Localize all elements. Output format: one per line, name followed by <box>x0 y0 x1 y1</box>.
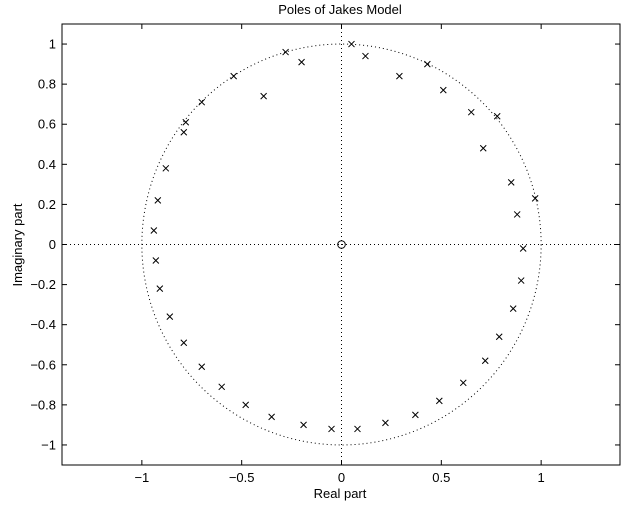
x-tick-label: 0 <box>338 470 345 485</box>
pole-marker <box>396 72 403 80</box>
pole-marker <box>242 401 250 409</box>
pole-marker <box>162 164 170 172</box>
pole-marker <box>182 118 190 126</box>
x-tick-label: 1 <box>538 470 545 485</box>
x-tick-label: 0.5 <box>432 470 450 485</box>
pole-marker <box>218 383 226 391</box>
y-tick-label: 0 <box>49 237 56 252</box>
y-tick-label: −0.6 <box>30 357 56 372</box>
y-tick-label: 0.8 <box>38 77 56 92</box>
pole-marker <box>156 285 164 292</box>
x-tick-label: −1 <box>134 470 149 485</box>
pole-marker <box>423 60 431 68</box>
pole-marker <box>180 339 188 347</box>
pole-marker <box>513 211 521 218</box>
guide-lines <box>62 24 621 465</box>
pole-marker <box>493 112 501 120</box>
axis-ticks: −1 −0.5 0 0.5 1 1 0.8 0.6 0.4 0.2 0 −0.2 −0.4 −0.6 −0.… <box>30 24 620 485</box>
zero-marker <box>337 240 346 249</box>
pole-marker <box>180 128 188 136</box>
pole-marker <box>198 98 206 106</box>
pole-marker <box>412 411 419 419</box>
pole-marker <box>531 195 539 202</box>
plot-markers <box>150 40 539 433</box>
pole-marker <box>519 245 527 252</box>
y-tick-label: −0.8 <box>30 397 56 412</box>
pole-marker <box>300 421 307 429</box>
y-tick-label: −0.4 <box>30 317 56 332</box>
y-tick-label: 0.2 <box>38 197 56 212</box>
y-axis-label: Imaginary part <box>10 203 25 286</box>
pole-marker <box>439 86 447 94</box>
pole-marker <box>459 379 467 387</box>
pole-marker <box>268 413 275 421</box>
pole-marker <box>298 58 305 66</box>
pole-marker <box>282 48 289 56</box>
pole-marker <box>166 313 174 321</box>
unit-circle <box>141 43 542 446</box>
pole-marker <box>354 425 361 433</box>
pole-marker <box>152 257 160 264</box>
pole-marker <box>362 52 369 60</box>
pole-marker <box>435 397 443 405</box>
x-axis-label: Real part <box>314 486 367 501</box>
y-tick-label: 0.4 <box>38 157 56 172</box>
y-tick-label: −0.2 <box>30 277 56 292</box>
pole-marker <box>495 333 503 341</box>
pole-marker <box>348 40 355 48</box>
chart-title: Poles of Jakes Model <box>278 2 402 17</box>
pole-marker <box>479 144 487 152</box>
pole-marker <box>481 357 489 365</box>
y-tick-label: −1 <box>41 437 56 452</box>
pole-marker <box>467 108 475 116</box>
pole-marker <box>328 425 335 433</box>
x-tick-label: −0.5 <box>229 470 255 485</box>
pole-marker <box>230 72 238 80</box>
pole-marker <box>382 419 389 427</box>
pole-marker <box>154 197 162 204</box>
y-tick-label: 0.6 <box>38 117 56 132</box>
pole-marker <box>198 363 206 371</box>
pole-marker <box>517 277 525 284</box>
pole-marker <box>507 179 515 186</box>
pole-marker <box>150 227 158 234</box>
pole-marker <box>509 305 517 312</box>
y-tick-label: 1 <box>49 37 56 52</box>
pole-marker <box>260 92 267 100</box>
